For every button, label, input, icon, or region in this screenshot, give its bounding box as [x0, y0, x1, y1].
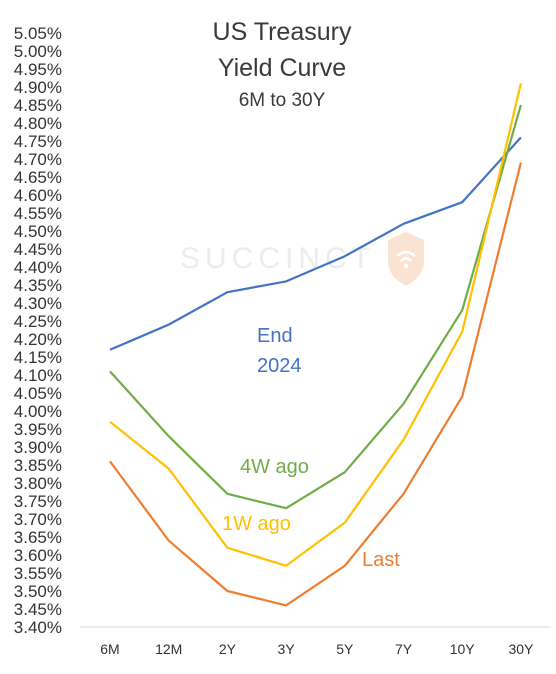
y-tick-label: 3.55%	[14, 564, 62, 583]
y-tick-label: 4.05%	[14, 384, 62, 403]
x-tick-label: 3Y	[278, 641, 296, 657]
chart-title-line-1: US Treasury	[213, 18, 352, 46]
y-tick-label: 3.90%	[14, 438, 62, 457]
x-tick-label: 7Y	[395, 641, 413, 657]
y-tick-label: 4.75%	[14, 132, 62, 151]
y-tick-label: 4.80%	[14, 114, 62, 133]
y-tick-label: 4.50%	[14, 222, 62, 241]
y-tick-label: 4.90%	[14, 78, 62, 97]
watermark-text: SUCCINCT	[180, 242, 375, 275]
watermark-logo-icon	[388, 232, 424, 286]
y-tick-label: 4.70%	[14, 150, 62, 169]
y-tick-label: 4.85%	[14, 96, 62, 115]
y-tick-label: 3.85%	[14, 456, 62, 475]
y-tick-label: 3.40%	[14, 618, 62, 637]
series-line-last	[109, 162, 522, 607]
series-label-end2024-line-1: End	[257, 325, 293, 347]
y-tick-label: 3.70%	[14, 510, 62, 529]
y-tick-label: 3.65%	[14, 528, 62, 547]
x-tick-label: 2Y	[219, 641, 237, 657]
y-tick-label: 4.65%	[14, 168, 62, 187]
series-label-4w-ago: 4W ago	[240, 456, 309, 478]
y-tick-label: 4.45%	[14, 240, 62, 259]
series-lines	[109, 83, 522, 607]
x-tick-label: 10Y	[450, 641, 476, 657]
y-tick-label: 4.20%	[14, 330, 62, 349]
x-tick-label: 12M	[155, 641, 182, 657]
series-label-last: Last	[362, 549, 400, 571]
y-tick-label: 4.40%	[14, 258, 62, 277]
series-line-w4	[109, 104, 522, 510]
series-label-end2024: End 2024	[257, 325, 302, 377]
series-line-w1	[109, 83, 522, 567]
y-tick-label: 5.00%	[14, 42, 62, 61]
y-tick-label: 5.05%	[14, 24, 62, 43]
x-tick-label: 30Y	[508, 641, 534, 657]
y-tick-label: 3.75%	[14, 492, 62, 511]
x-tick-label: 6M	[100, 641, 119, 657]
series-label-1w-ago: 1W ago	[222, 513, 291, 535]
y-tick-label: 3.60%	[14, 546, 62, 565]
y-tick-label: 4.35%	[14, 276, 62, 295]
y-tick-label: 3.50%	[14, 582, 62, 601]
x-tick-label: 5Y	[336, 641, 354, 657]
y-tick-label: 4.55%	[14, 204, 62, 223]
series-label-end2024-line-2: 2024	[257, 355, 302, 377]
y-tick-label: 4.95%	[14, 60, 62, 79]
chart-subtitle: 6M to 30Y	[239, 90, 326, 111]
y-tick-label: 3.80%	[14, 474, 62, 493]
y-tick-label: 4.10%	[14, 366, 62, 385]
y-tick-label: 3.95%	[14, 420, 62, 439]
x-axis: 6M 12M 2Y 3Y 5Y 7Y 10Y 30Y	[80, 626, 551, 657]
series-line-end2024	[109, 136, 522, 351]
y-tick-label: 4.00%	[14, 402, 62, 421]
y-axis: 3.40%3.45%3.50%3.55%3.60%3.65%3.70%3.75%…	[14, 24, 62, 637]
watermark: SUCCINCT	[180, 232, 424, 286]
y-tick-label: 4.30%	[14, 294, 62, 313]
y-tick-label: 4.15%	[14, 348, 62, 367]
chart-title-line-2: Yield Curve	[218, 54, 346, 82]
y-tick-label: 4.60%	[14, 186, 62, 205]
y-tick-label: 4.25%	[14, 312, 62, 331]
y-tick-label: 3.45%	[14, 600, 62, 619]
